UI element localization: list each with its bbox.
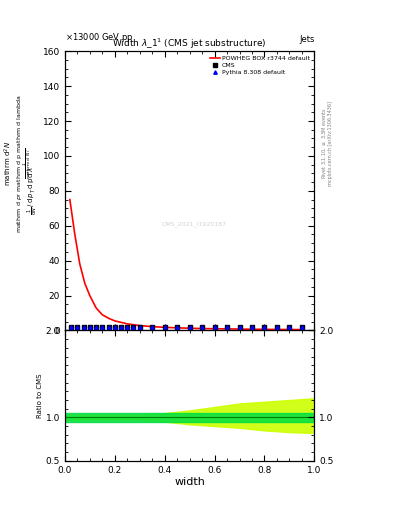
CMS xyxy=(106,324,111,330)
POWHEG BOX r3744 default xyxy=(77,261,82,267)
POWHEG BOX r3744 default xyxy=(68,197,72,203)
CMS xyxy=(175,324,180,330)
CMS xyxy=(100,324,105,330)
Pythia 8.308 default xyxy=(225,324,230,330)
POWHEG BOX r3744 default xyxy=(125,321,130,327)
Pythia 8.308 default xyxy=(275,324,279,330)
Line: POWHEG BOX r3744 default: POWHEG BOX r3744 default xyxy=(70,200,302,330)
POWHEG BOX r3744 default xyxy=(287,327,292,333)
POWHEG BOX r3744 default xyxy=(162,324,167,330)
Y-axis label: Ratio to CMS: Ratio to CMS xyxy=(37,373,43,418)
Text: $\frac{1}{\mathrm{mathrm\ d}\ N\ /}$: $\frac{1}{\mathrm{mathrm\ d}\ N\ /}$ xyxy=(22,148,33,180)
POWHEG BOX r3744 default xyxy=(138,323,142,329)
Text: $\mathrm{mathrm\ d}^2N$: $\mathrm{mathrm\ d}^2N$ xyxy=(2,141,13,186)
POWHEG BOX r3744 default xyxy=(212,326,217,332)
Pythia 8.308 default xyxy=(119,324,123,330)
POWHEG BOX r3744 default xyxy=(237,326,242,332)
POWHEG BOX r3744 default xyxy=(106,315,111,322)
CMS xyxy=(81,324,86,330)
Pythia 8.308 default xyxy=(125,324,130,330)
Pythia 8.308 default xyxy=(299,324,304,330)
POWHEG BOX r3744 default xyxy=(72,231,77,238)
CMS xyxy=(187,324,192,330)
POWHEG BOX r3744 default xyxy=(87,292,92,298)
CMS xyxy=(250,324,254,330)
Pythia 8.308 default xyxy=(175,324,180,330)
POWHEG BOX r3744 default xyxy=(225,326,230,332)
Pythia 8.308 default xyxy=(69,324,73,330)
Pythia 8.308 default xyxy=(287,324,292,330)
CMS xyxy=(262,324,267,330)
Pythia 8.308 default xyxy=(81,324,86,330)
POWHEG BOX r3744 default xyxy=(112,318,117,324)
Pythia 8.308 default xyxy=(87,324,92,330)
Pythia 8.308 default xyxy=(106,324,111,330)
Pythia 8.308 default xyxy=(131,324,136,330)
POWHEG BOX r3744 default xyxy=(275,326,279,332)
Pythia 8.308 default xyxy=(162,324,167,330)
Legend: POWHEG BOX r3744 default, CMS, Pythia 8.308 default: POWHEG BOX r3744 default, CMS, Pythia 8.… xyxy=(209,54,311,77)
CMS xyxy=(212,324,217,330)
CMS xyxy=(162,324,167,330)
CMS xyxy=(87,324,92,330)
Pythia 8.308 default xyxy=(112,324,117,330)
Line: CMS: CMS xyxy=(69,325,304,329)
Pythia 8.308 default xyxy=(187,324,192,330)
CMS xyxy=(237,324,242,330)
CMS xyxy=(138,324,142,330)
CMS xyxy=(225,324,230,330)
Pythia 8.308 default xyxy=(94,324,98,330)
CMS xyxy=(112,324,117,330)
POWHEG BOX r3744 default xyxy=(150,324,154,330)
CMS xyxy=(69,324,73,330)
CMS xyxy=(287,324,292,330)
POWHEG BOX r3744 default xyxy=(187,325,192,331)
Pythia 8.308 default xyxy=(150,324,154,330)
Text: $\mathrm{mathrm\ d}\ p_T\ \mathrm{mathrm\ d}\ \mathrm{p}\ \mathrm{mathrm\ d}\ \m: $\mathrm{mathrm\ d}\ p_T\ \mathrm{mathrm… xyxy=(15,95,24,233)
POWHEG BOX r3744 default xyxy=(250,326,254,332)
CMS xyxy=(125,324,130,330)
X-axis label: width: width xyxy=(174,477,205,487)
Text: mcplots.cern.ch [arXiv:1306.3436]: mcplots.cern.ch [arXiv:1306.3436] xyxy=(328,101,333,186)
POWHEG BOX r3744 default xyxy=(200,326,204,332)
Pythia 8.308 default xyxy=(75,324,80,330)
Line: Pythia 8.308 default: Pythia 8.308 default xyxy=(69,325,304,329)
Pythia 8.308 default xyxy=(262,324,267,330)
Pythia 8.308 default xyxy=(237,324,242,330)
CMS xyxy=(299,324,304,330)
CMS xyxy=(150,324,154,330)
Text: $\times$13000 GeV pp: $\times$13000 GeV pp xyxy=(65,31,133,44)
POWHEG BOX r3744 default xyxy=(100,312,105,318)
CMS xyxy=(119,324,123,330)
CMS xyxy=(75,324,80,330)
Pythia 8.308 default xyxy=(138,324,142,330)
Pythia 8.308 default xyxy=(100,324,105,330)
Text: Rivet 3.1.10, $\geq$ 3.3M events: Rivet 3.1.10, $\geq$ 3.3M events xyxy=(320,108,328,179)
POWHEG BOX r3744 default xyxy=(94,305,98,311)
CMS xyxy=(94,324,98,330)
Y-axis label: $\frac{1}{\mathrm{d}N}\,/\,\mathrm{d}\,p_T\,\mathrm{d}\,\mathrm{p}\,\mathrm{d}\,: $\frac{1}{\mathrm{d}N}\,/\,\mathrm{d}\,p… xyxy=(26,166,40,215)
CMS xyxy=(275,324,279,330)
POWHEG BOX r3744 default xyxy=(262,326,267,332)
POWHEG BOX r3744 default xyxy=(83,280,87,286)
Text: Jets: Jets xyxy=(299,34,314,44)
CMS xyxy=(200,324,204,330)
Text: CMS_2021_I1920187: CMS_2021_I1920187 xyxy=(162,222,227,227)
Pythia 8.308 default xyxy=(200,324,204,330)
POWHEG BOX r3744 default xyxy=(299,327,304,333)
Title: Width $\lambda\_1^1$ (CMS jet substructure): Width $\lambda\_1^1$ (CMS jet substructu… xyxy=(112,37,267,51)
Pythia 8.308 default xyxy=(250,324,254,330)
CMS xyxy=(131,324,136,330)
Pythia 8.308 default xyxy=(212,324,217,330)
POWHEG BOX r3744 default xyxy=(175,325,180,331)
